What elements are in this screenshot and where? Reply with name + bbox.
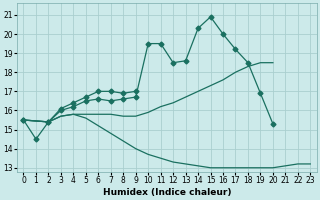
X-axis label: Humidex (Indice chaleur): Humidex (Indice chaleur) — [103, 188, 231, 197]
